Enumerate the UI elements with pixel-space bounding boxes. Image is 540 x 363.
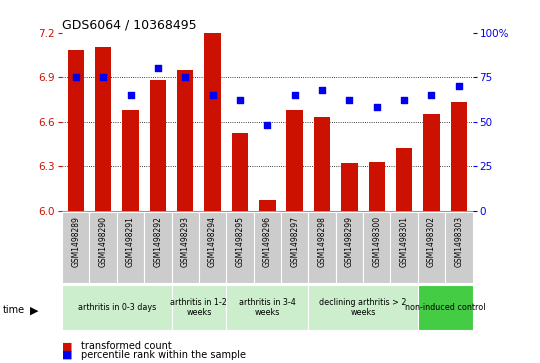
Bar — [396, 148, 413, 211]
Bar — [226, 212, 254, 283]
Bar — [199, 212, 226, 283]
Bar — [445, 212, 472, 283]
Bar — [172, 212, 199, 283]
Text: GSM1498302: GSM1498302 — [427, 216, 436, 267]
Text: transformed count: transformed count — [81, 341, 172, 351]
Text: arthritis in 0-3 days: arthritis in 0-3 days — [78, 303, 156, 312]
Point — [126, 92, 135, 98]
Bar — [314, 117, 330, 211]
Bar — [423, 114, 440, 211]
Text: GSM1498294: GSM1498294 — [208, 216, 217, 267]
Bar — [150, 80, 166, 211]
Text: GSM1498297: GSM1498297 — [290, 216, 299, 267]
Text: arthritis in 3-4
weeks: arthritis in 3-4 weeks — [239, 298, 296, 317]
Text: time: time — [3, 305, 25, 315]
Point — [455, 83, 463, 89]
Text: ■: ■ — [62, 341, 72, 351]
Bar — [122, 110, 139, 211]
Point — [373, 105, 381, 110]
Bar — [204, 33, 221, 211]
Text: GSM1498293: GSM1498293 — [181, 216, 190, 267]
Point — [71, 74, 80, 80]
Bar — [336, 212, 363, 283]
Bar — [418, 285, 472, 330]
Bar — [90, 212, 117, 283]
Bar — [308, 212, 336, 283]
Bar — [232, 134, 248, 211]
Text: non-induced control: non-induced control — [405, 303, 485, 312]
Bar — [368, 162, 385, 211]
Bar — [144, 212, 172, 283]
Point — [400, 97, 408, 103]
Bar — [281, 212, 308, 283]
Bar — [418, 212, 445, 283]
Text: GSM1498290: GSM1498290 — [99, 216, 107, 267]
Text: GSM1498292: GSM1498292 — [153, 216, 163, 267]
Point — [263, 122, 272, 128]
Bar — [363, 212, 390, 283]
Text: percentile rank within the sample: percentile rank within the sample — [81, 350, 246, 360]
Bar — [259, 200, 275, 211]
Point — [427, 92, 436, 98]
Text: arthritis in 1-2
weeks: arthritis in 1-2 weeks — [171, 298, 227, 317]
Text: GSM1498299: GSM1498299 — [345, 216, 354, 267]
Point — [318, 87, 326, 93]
Point — [153, 65, 162, 71]
Bar — [390, 212, 418, 283]
Bar — [226, 285, 308, 330]
Text: GSM1498300: GSM1498300 — [372, 216, 381, 267]
Text: GSM1498301: GSM1498301 — [400, 216, 409, 267]
Bar — [95, 48, 111, 211]
Bar — [341, 163, 357, 211]
Point — [345, 97, 354, 103]
Text: GSM1498296: GSM1498296 — [263, 216, 272, 267]
Point — [291, 92, 299, 98]
Point — [235, 97, 244, 103]
Point — [99, 74, 107, 80]
Bar — [62, 285, 172, 330]
Text: ■: ■ — [62, 350, 72, 360]
Bar — [62, 212, 90, 283]
Text: ▶: ▶ — [30, 305, 38, 315]
Bar — [286, 110, 303, 211]
Bar — [308, 285, 418, 330]
Text: GSM1498289: GSM1498289 — [71, 216, 80, 267]
Point — [208, 92, 217, 98]
Bar — [68, 50, 84, 211]
Point — [181, 74, 190, 80]
Text: GSM1498303: GSM1498303 — [454, 216, 463, 267]
Text: GSM1498291: GSM1498291 — [126, 216, 135, 267]
Bar — [117, 212, 144, 283]
Bar — [177, 70, 193, 211]
Text: declining arthritis > 2
weeks: declining arthritis > 2 weeks — [319, 298, 407, 317]
Text: GDS6064 / 10368495: GDS6064 / 10368495 — [62, 19, 197, 32]
Bar — [254, 212, 281, 283]
Text: GSM1498295: GSM1498295 — [235, 216, 245, 267]
Text: GSM1498298: GSM1498298 — [318, 216, 327, 267]
Bar — [450, 102, 467, 211]
Bar — [172, 285, 226, 330]
